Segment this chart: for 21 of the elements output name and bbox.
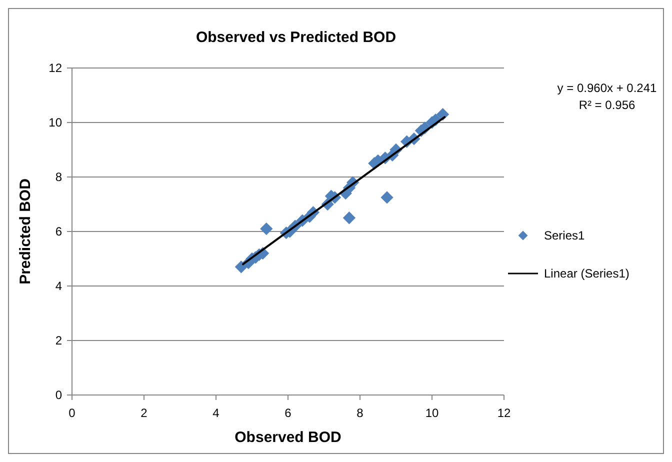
x-axis-title: Observed BOD	[234, 429, 342, 446]
legend-label: Linear (Series1)	[544, 266, 630, 281]
y-tick-label: 4	[55, 279, 62, 294]
x-tick-label: 0	[68, 406, 76, 420]
text: y = 0.960x + 0.241	[557, 81, 658, 95]
x-tick-label: 12	[497, 406, 511, 420]
x-tick-label: 6	[284, 406, 292, 420]
y-tick-label: 0	[55, 388, 62, 402]
legend-label: Series1	[544, 228, 586, 243]
x-tick-label: 2	[140, 406, 148, 420]
y-tick-label: 8	[55, 170, 62, 184]
x-tick-label: 10	[425, 406, 439, 420]
text: R² = 0.956	[578, 98, 636, 112]
chart-title: Observed vs Predicted BOD	[196, 29, 396, 46]
x-tick-label: 4	[212, 406, 220, 420]
y-tick-label: 2	[55, 334, 62, 348]
y-axis-title: Predicted BOD	[17, 178, 34, 284]
x-tick-label: 8	[356, 406, 364, 420]
y-tick-label: 12	[48, 61, 62, 76]
y-tick-label: 6	[55, 224, 62, 239]
y-tick-label: 10	[48, 116, 62, 130]
